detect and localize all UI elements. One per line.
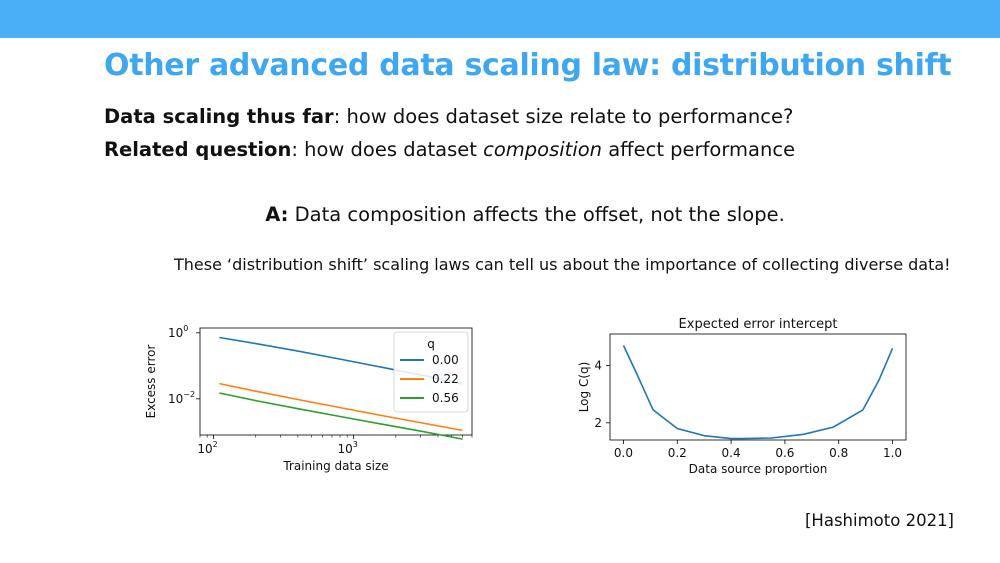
data-scaling-text: : how does dataset size relate to perfor… (333, 105, 794, 128)
related-question-line: Related question: how does dataset compo… (104, 138, 795, 161)
error-intercept-chart: Expected error intercept 0.0 0.2 0.4 0.6 0.8 1… (577, 317, 907, 475)
slide-top-bar (0, 0, 1000, 38)
x-tick-label: 0.6 (775, 446, 794, 460)
x-tick-exponent: 3 (353, 440, 358, 449)
y-axis-label: Log C(q) (577, 362, 591, 413)
related-question-label: Related question (104, 138, 292, 161)
y-tick-label: 2 (594, 416, 602, 430)
legend-label: 0.56 (432, 391, 459, 405)
plot-frame (199, 327, 473, 436)
related-question-text-post: affect performance (602, 138, 796, 161)
series-line-q-0.56 (219, 392, 463, 440)
y-axis-label: Excess error (144, 345, 158, 419)
legend-box (393, 331, 469, 413)
x-tick-label: 0.8 (829, 446, 848, 460)
x-axis-label: Data source proportion (689, 462, 828, 475)
related-question-emphasis: composition (483, 138, 603, 161)
data-scaling-label: Data scaling thus far (104, 105, 334, 128)
answer-label: A: (265, 203, 289, 226)
x-axis-label: Training data size (282, 459, 388, 473)
data-scaling-line: Data scaling thus far: how does dataset … (104, 105, 793, 128)
related-question-text-pre: : how does dataset (291, 138, 484, 161)
slide-title: Other advanced data scaling law: distrib… (104, 48, 952, 83)
y-tick-exponent: 0 (183, 324, 188, 333)
x-tick-label: 102 (197, 440, 217, 456)
chart-title: Expected error intercept (679, 317, 838, 332)
answer-line: A: Data composition affects the offset, … (0, 203, 1000, 226)
y-tick-label: 10−2 (168, 390, 195, 406)
legend-label: 0.22 (432, 372, 459, 386)
y-tick-label: 4 (594, 359, 602, 373)
x-tick-exponent: 2 (213, 440, 218, 449)
y-tick-label: 100 (168, 324, 188, 340)
citation: [Hashimoto 2021] (805, 511, 954, 530)
legend-title: q (427, 337, 435, 351)
series-line-q-0.22 (219, 382, 463, 432)
legend-label: 0.00 (432, 353, 459, 367)
x-tick-label: 0.4 (722, 446, 741, 460)
excess-error-chart: 102 103 100 10−2 Training data size Excess er… (144, 324, 473, 473)
x-tick-label: 0.2 (668, 446, 687, 460)
answer-text: Data composition affects the offset, not… (288, 203, 785, 226)
y-tick-exponent: −2 (183, 390, 195, 399)
x-tick-label: 103 (337, 440, 357, 456)
x-tick-label: 0.0 (614, 446, 633, 460)
x-tick-label: 1.0 (883, 446, 902, 460)
intercept-curve (622, 345, 894, 440)
plot-frame (609, 333, 907, 441)
diversity-note: These ‘distribution shift’ scaling laws … (174, 255, 951, 274)
